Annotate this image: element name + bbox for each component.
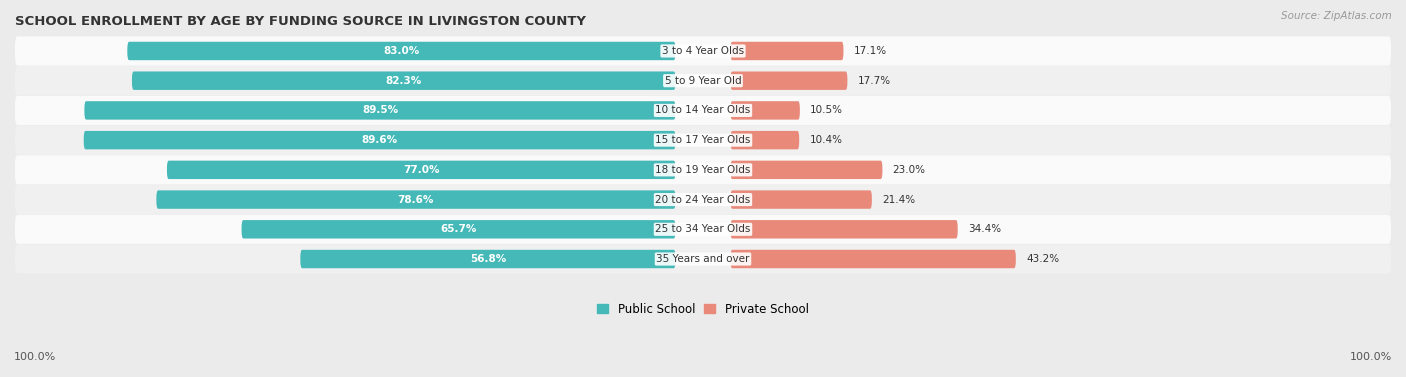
FancyBboxPatch shape — [15, 155, 1391, 184]
FancyBboxPatch shape — [731, 131, 799, 149]
Text: 56.8%: 56.8% — [470, 254, 506, 264]
Text: 65.7%: 65.7% — [440, 224, 477, 234]
Text: 82.3%: 82.3% — [385, 76, 422, 86]
Text: 5 to 9 Year Old: 5 to 9 Year Old — [665, 76, 741, 86]
Text: 89.6%: 89.6% — [361, 135, 398, 145]
Text: 10.5%: 10.5% — [810, 106, 844, 115]
Text: 43.2%: 43.2% — [1026, 254, 1059, 264]
Text: 25 to 34 Year Olds: 25 to 34 Year Olds — [655, 224, 751, 234]
Text: 10.4%: 10.4% — [810, 135, 842, 145]
FancyBboxPatch shape — [301, 250, 675, 268]
Text: 18 to 19 Year Olds: 18 to 19 Year Olds — [655, 165, 751, 175]
Text: SCHOOL ENROLLMENT BY AGE BY FUNDING SOURCE IN LIVINGSTON COUNTY: SCHOOL ENROLLMENT BY AGE BY FUNDING SOUR… — [15, 15, 586, 28]
FancyBboxPatch shape — [132, 72, 675, 90]
FancyBboxPatch shape — [84, 131, 675, 149]
Text: 17.1%: 17.1% — [853, 46, 887, 56]
Text: 77.0%: 77.0% — [404, 165, 440, 175]
Text: Source: ZipAtlas.com: Source: ZipAtlas.com — [1281, 11, 1392, 21]
FancyBboxPatch shape — [731, 72, 848, 90]
FancyBboxPatch shape — [84, 101, 675, 120]
FancyBboxPatch shape — [128, 42, 675, 60]
Text: 10 to 14 Year Olds: 10 to 14 Year Olds — [655, 106, 751, 115]
Text: 21.4%: 21.4% — [882, 195, 915, 205]
FancyBboxPatch shape — [731, 101, 800, 120]
Text: 100.0%: 100.0% — [1350, 352, 1392, 362]
Text: 35 Years and over: 35 Years and over — [657, 254, 749, 264]
FancyBboxPatch shape — [15, 37, 1391, 66]
FancyBboxPatch shape — [15, 215, 1391, 244]
FancyBboxPatch shape — [15, 244, 1391, 274]
Text: 15 to 17 Year Olds: 15 to 17 Year Olds — [655, 135, 751, 145]
FancyBboxPatch shape — [731, 42, 844, 60]
FancyBboxPatch shape — [731, 190, 872, 209]
Legend: Public School, Private School: Public School, Private School — [593, 298, 813, 320]
Text: 83.0%: 83.0% — [384, 46, 419, 56]
FancyBboxPatch shape — [242, 220, 675, 239]
Text: 89.5%: 89.5% — [361, 106, 398, 115]
Text: 20 to 24 Year Olds: 20 to 24 Year Olds — [655, 195, 751, 205]
FancyBboxPatch shape — [167, 161, 675, 179]
FancyBboxPatch shape — [156, 190, 675, 209]
FancyBboxPatch shape — [731, 250, 1015, 268]
Text: 78.6%: 78.6% — [398, 195, 434, 205]
Text: 23.0%: 23.0% — [893, 165, 925, 175]
FancyBboxPatch shape — [731, 161, 883, 179]
FancyBboxPatch shape — [731, 220, 957, 239]
Text: 17.7%: 17.7% — [858, 76, 891, 86]
FancyBboxPatch shape — [15, 126, 1391, 155]
FancyBboxPatch shape — [15, 96, 1391, 125]
Text: 3 to 4 Year Olds: 3 to 4 Year Olds — [662, 46, 744, 56]
Text: 100.0%: 100.0% — [14, 352, 56, 362]
Text: 34.4%: 34.4% — [967, 224, 1001, 234]
FancyBboxPatch shape — [15, 185, 1391, 214]
FancyBboxPatch shape — [15, 66, 1391, 95]
